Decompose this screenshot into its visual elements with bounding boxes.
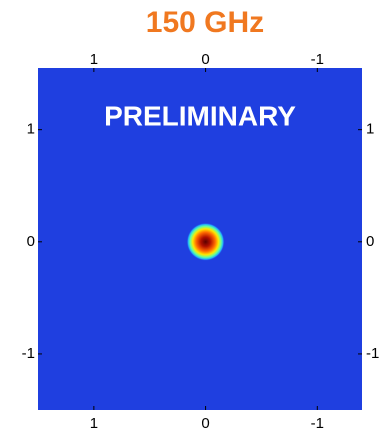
y-tick-label-left: 1: [27, 121, 35, 138]
y-tick-label-left: 0: [27, 233, 35, 250]
page: 150 GHz PRELIMINARY1100-1-11100-1-1 (() …: [0, 0, 391, 435]
annotation: PRELIMINARY: [104, 100, 296, 131]
x-tick-label-top: -1: [311, 51, 324, 68]
beam-spot: [187, 223, 225, 261]
y-tick-label-right: -1: [366, 345, 379, 362]
y-tick-label-right: 0: [366, 233, 374, 250]
chart: 150 GHz PRELIMINARY 1 1 0 0 -1 -1 1 1 0 0 -1 -1: [0, 0, 391, 435]
chart-title: 150 GHz: [146, 6, 264, 39]
x-tick-label-bottom: 0: [201, 415, 209, 432]
y-tick-label-left: -1: [22, 345, 35, 362]
x-tick-label-top: 0: [201, 51, 209, 68]
x-tick-label-bottom: -1: [311, 415, 324, 432]
y-tick-label-right: 1: [366, 121, 374, 138]
x-tick-label-top: 1: [90, 51, 98, 68]
x-tick-label-bottom: 1: [90, 415, 98, 432]
